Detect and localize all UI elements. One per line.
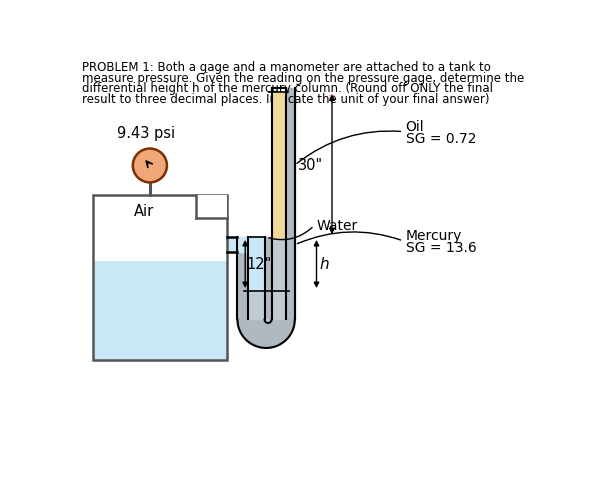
- Text: measure pressure. Given the reading on the pressure gage, determine the: measure pressure. Given the reading on t…: [82, 72, 524, 85]
- Text: Mercury: Mercury: [406, 229, 462, 244]
- Polygon shape: [265, 319, 271, 323]
- Text: 9.43 psi: 9.43 psi: [117, 126, 175, 141]
- Bar: [196, 195, 228, 218]
- Text: differential height h of the mercury column. (Round off ONLY the final: differential height h of the mercury col…: [82, 82, 493, 95]
- Text: PROBLEM 1: Both a gage and a manometer are attached to a tank to: PROBLEM 1: Both a gage and a manometer a…: [82, 61, 490, 74]
- Circle shape: [133, 149, 167, 183]
- Bar: [93, 195, 228, 360]
- Bar: [93, 261, 228, 360]
- Text: Air: Air: [134, 204, 154, 219]
- Text: 12": 12": [247, 257, 272, 272]
- Text: SG = 0.72: SG = 0.72: [406, 131, 476, 146]
- Text: result to three decimal places. Indicate the unit of your final answer): result to three decimal places. Indicate…: [82, 93, 493, 106]
- Text: 30": 30": [298, 158, 323, 172]
- Text: *: *: [328, 93, 334, 106]
- Text: SG = 13.6: SG = 13.6: [406, 241, 476, 255]
- Polygon shape: [237, 319, 295, 348]
- Text: Oil: Oil: [406, 120, 424, 134]
- Text: Water: Water: [317, 219, 357, 232]
- Text: h: h: [320, 257, 329, 272]
